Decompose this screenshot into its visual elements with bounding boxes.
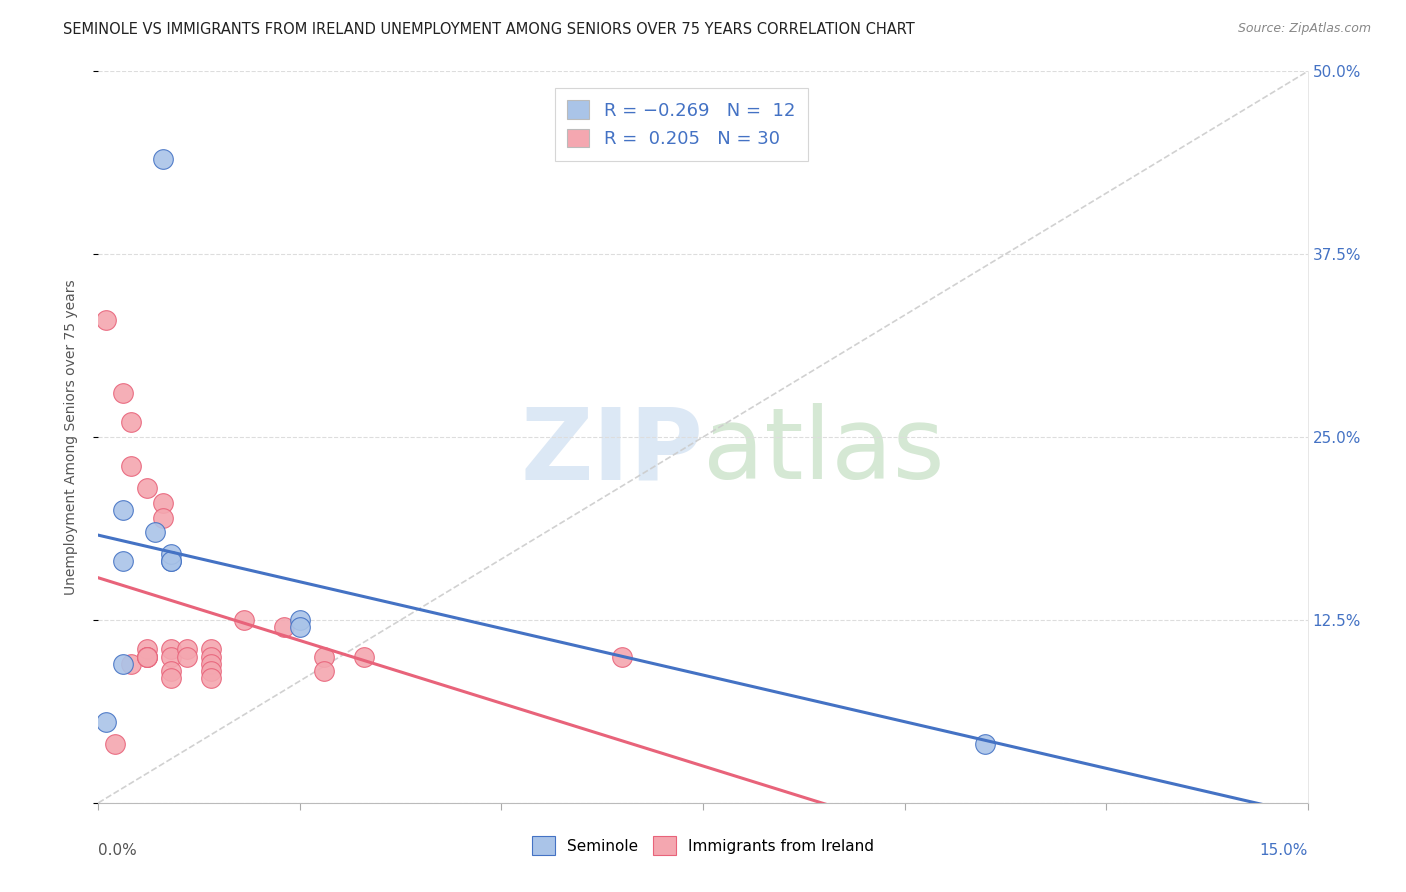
Point	[111, 503, 134, 517]
Point	[200, 664, 222, 678]
Point	[103, 737, 125, 751]
Text: atlas: atlas	[703, 403, 945, 500]
Point	[200, 649, 222, 664]
Text: ZIP: ZIP	[520, 403, 703, 500]
Point	[120, 459, 142, 474]
Point	[160, 554, 183, 568]
Text: Source: ZipAtlas.com: Source: ZipAtlas.com	[1237, 22, 1371, 36]
Text: SEMINOLE VS IMMIGRANTS FROM IRELAND UNEMPLOYMENT AMONG SENIORS OVER 75 YEARS COR: SEMINOLE VS IMMIGRANTS FROM IRELAND UNEM…	[63, 22, 915, 37]
Point	[160, 649, 183, 664]
Point	[111, 657, 134, 671]
Point	[160, 547, 183, 561]
Point	[111, 554, 134, 568]
Point	[200, 642, 222, 657]
Point	[176, 642, 198, 657]
Point	[160, 554, 183, 568]
Point	[612, 649, 634, 664]
Point	[96, 715, 118, 730]
Point	[120, 416, 142, 430]
Point	[200, 672, 222, 686]
Point	[135, 481, 157, 495]
Point	[152, 496, 174, 510]
Y-axis label: Unemployment Among Seniors over 75 years: Unemployment Among Seniors over 75 years	[63, 279, 77, 595]
Point	[160, 664, 183, 678]
Point	[143, 525, 166, 540]
Point	[135, 649, 157, 664]
Point	[120, 657, 142, 671]
Point	[135, 649, 157, 664]
Text: 15.0%: 15.0%	[1260, 843, 1308, 858]
Point	[96, 313, 118, 327]
Point	[232, 613, 254, 627]
Point	[176, 649, 198, 664]
Point	[273, 620, 295, 634]
Point	[288, 620, 311, 634]
Point	[135, 642, 157, 657]
Point	[353, 649, 375, 664]
Legend: R = −0.269   N =  12, R =  0.205   N = 30: R = −0.269 N = 12, R = 0.205 N = 30	[555, 87, 807, 161]
Text: 0.0%: 0.0%	[98, 843, 138, 858]
Point	[152, 510, 174, 524]
Point	[974, 737, 997, 751]
Point	[111, 386, 134, 401]
Point	[314, 664, 336, 678]
Point	[288, 613, 311, 627]
Point	[314, 649, 336, 664]
Point	[200, 657, 222, 671]
Point	[135, 649, 157, 664]
Point	[160, 672, 183, 686]
Point	[152, 152, 174, 166]
Point	[160, 642, 183, 657]
